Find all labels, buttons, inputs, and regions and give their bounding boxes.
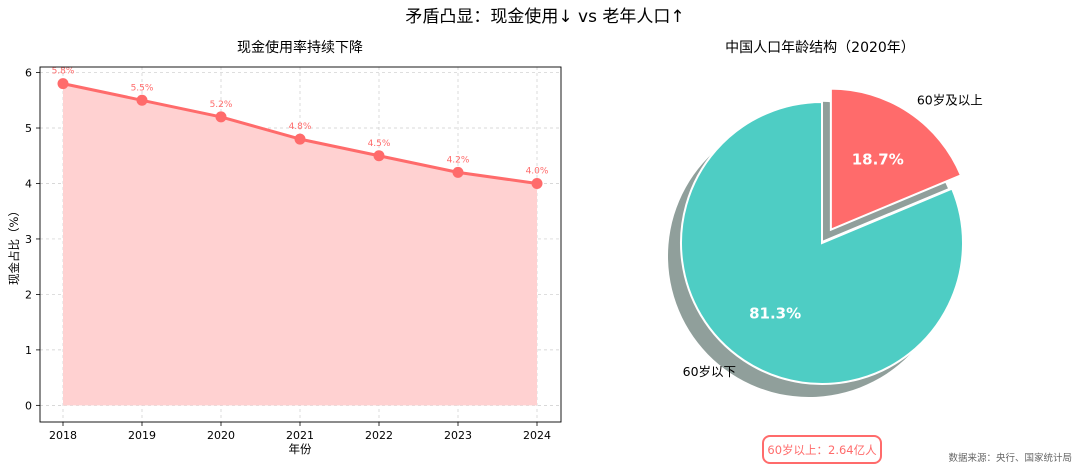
- x-tick-label: 2020: [207, 429, 235, 442]
- pie-category-label: 60岁及以上: [917, 93, 983, 108]
- y-tick-label: 6: [25, 67, 32, 80]
- x-tick-label: 2022: [365, 429, 393, 442]
- line-chart-y-axis-label: 现金占比（%）: [7, 205, 21, 285]
- data-point: [215, 111, 227, 123]
- data-label: 4.8%: [289, 122, 312, 132]
- data-point: [452, 166, 464, 178]
- line-chart-x-ticks: 2018 2019 2020 2021 2022 2023 2024: [49, 422, 551, 442]
- x-tick-label: 2021: [286, 429, 314, 442]
- pie-category-label: 60岁以下: [683, 364, 736, 379]
- figure-suptitle: 矛盾凸显：现金使用↓ vs 老年人口↑: [405, 6, 684, 27]
- data-label: 4.0%: [526, 166, 549, 176]
- pie-annotation-box: [762, 435, 882, 464]
- line-chart-title: 现金使用率持续下降: [237, 39, 363, 56]
- data-point: [57, 78, 69, 90]
- data-label: 5.5%: [131, 83, 154, 93]
- line-chart: 现金使用率持续下降 5.8% 5.5% 5.2% 4.8% 4.5% 4.2% 4.0% 0…: [7, 39, 562, 456]
- pie-pct-label: 18.7%: [852, 150, 904, 168]
- x-tick-label: 2019: [128, 429, 156, 442]
- line-chart-data-labels: 5.8% 5.5% 5.2% 4.8% 4.5% 4.2% 4.0%: [52, 67, 549, 177]
- pie-slice-60-plus: [829, 87, 963, 232]
- pie-slice-under-60: [680, 100, 964, 385]
- data-point: [136, 94, 148, 106]
- pie-chart: 中国人口年龄结构（2020年） 81.3% 60岁以下 18.7% 60岁及以上 60…: [667, 40, 983, 464]
- line-chart-y-ticks: 0 1 2 3 4 5 6: [25, 67, 40, 412]
- data-label: 5.8%: [52, 67, 75, 77]
- line-chart-points: [57, 78, 543, 189]
- pie-pct-label: 81.3%: [749, 304, 801, 322]
- y-tick-label: 2: [25, 288, 32, 301]
- y-tick-label: 0: [25, 399, 32, 412]
- y-tick-label: 1: [25, 344, 32, 357]
- line-chart-frame: [39, 66, 562, 423]
- data-label: 4.2%: [447, 155, 470, 165]
- data-point: [294, 133, 306, 145]
- x-tick-label: 2023: [444, 429, 472, 442]
- x-tick-label: 2024: [523, 429, 551, 442]
- pie-chart-texts: 81.3% 60岁以下 18.7% 60岁及以上: [683, 93, 983, 380]
- x-tick-label: 2018: [49, 429, 77, 442]
- pie-annotation-text: 60岁以上：2.64亿人: [767, 443, 877, 457]
- data-point: [373, 150, 385, 162]
- pie-chart-slices: [680, 87, 964, 385]
- data-point: [531, 177, 543, 189]
- data-label: 4.5%: [368, 139, 391, 149]
- data-source-note: 数据来源：央行、国家统计局: [948, 452, 1072, 464]
- pie-chart-title: 中国人口年龄结构（2020年）: [725, 40, 915, 56]
- y-tick-label: 3: [25, 233, 32, 246]
- y-tick-label: 5: [25, 122, 32, 135]
- data-label: 5.2%: [210, 100, 233, 110]
- line-chart-x-axis-label: 年份: [289, 442, 312, 456]
- y-tick-label: 4: [25, 177, 32, 190]
